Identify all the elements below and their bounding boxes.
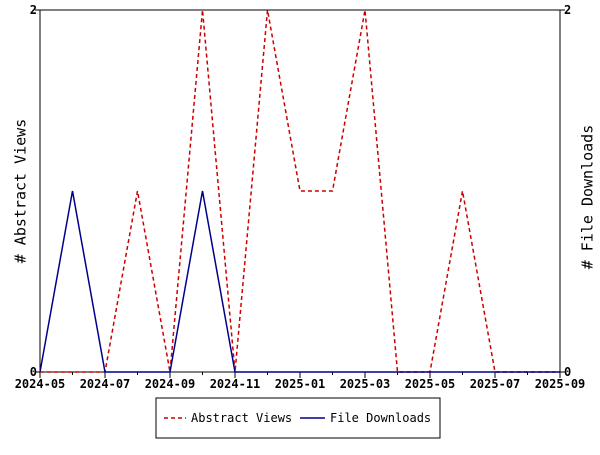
y-tick-label-right: 2: [564, 3, 571, 17]
y-axis-title-right: # File Downloads: [579, 125, 597, 270]
x-tick-label: 2024-07: [80, 377, 131, 391]
legend-label-abstract-views: Abstract Views: [191, 411, 292, 425]
legend: Abstract Views File Downloads: [155, 397, 441, 439]
x-tick-label: 2024-11: [210, 377, 261, 391]
x-tick-label: 2025-03: [340, 377, 391, 391]
y-axis-left: 02: [30, 3, 40, 379]
x-tick-label: 2025-05: [405, 377, 456, 391]
x-tick-label: 2024-05: [15, 377, 66, 391]
plot-frame: [39, 9, 561, 373]
y-axis-right: 02: [560, 3, 571, 379]
y-tick-label-left: 0: [30, 365, 37, 379]
series-line-file-downloads: [39, 190, 560, 373]
legend-label-file-downloads: File Downloads: [330, 411, 431, 425]
x-tick-label: 2024-09: [145, 377, 196, 391]
plot-area: [39, 9, 561, 373]
x-tick-label: 2025-07: [470, 377, 521, 391]
series-layer: [39, 9, 560, 373]
y-axis-title-left: # Abstract Views: [12, 119, 30, 264]
x-tick-label: 2025-09: [535, 377, 586, 391]
legend-box: [155, 397, 441, 439]
x-tick-label: 2025-01: [275, 377, 326, 391]
x-axis: 2024-05 2024-07 2024-09 2024-11 2025-01 2025-…: [15, 372, 586, 391]
y-tick-label-left: 2: [30, 3, 37, 17]
series-line-abstract-views: [40, 9, 560, 373]
y-tick-label-right: 0: [564, 365, 571, 379]
